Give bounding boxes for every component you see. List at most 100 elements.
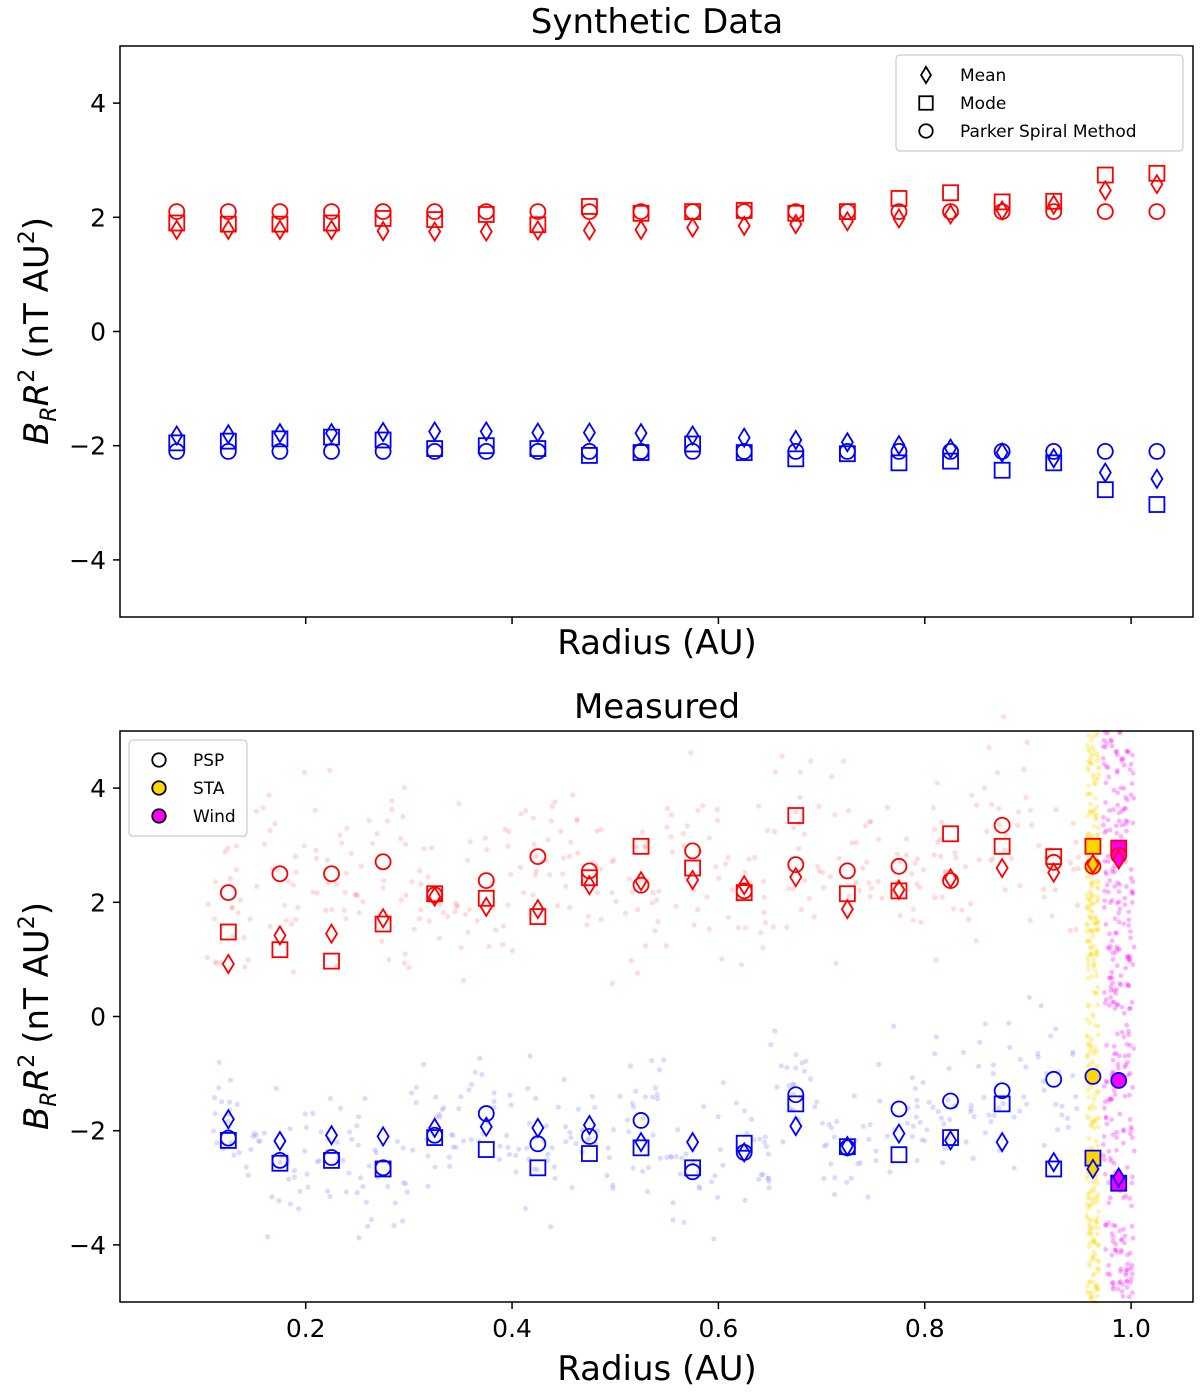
circle-point (581, 862, 598, 880)
square-point (323, 214, 340, 232)
raw-sample-negative (821, 1143, 828, 1149)
raw-sample-sta (1095, 1266, 1101, 1272)
raw-sample-positive (261, 841, 267, 847)
raw-sample-negative (568, 1135, 574, 1141)
raw-sample-positive (1074, 902, 1081, 908)
square-point (271, 430, 289, 448)
raw-sample-sta (1084, 791, 1090, 797)
raw-sample-negative (857, 1160, 863, 1166)
raw-sample-sta (1095, 1195, 1100, 1201)
raw-sample-negative (479, 1071, 485, 1078)
raw-sample-sta (1092, 1051, 1097, 1057)
raw-sample-wind (1124, 1279, 1130, 1285)
raw-sample-wind (1103, 744, 1108, 750)
raw-sample-negative (496, 1156, 503, 1163)
raw-sample-positive (962, 864, 969, 870)
raw-sample-negative (1024, 1101, 1030, 1107)
raw-sample-sta (1086, 760, 1092, 766)
y-axis-label-text: BRR2(nT AU2) (15, 902, 62, 1130)
raw-sample-wind (1128, 761, 1134, 767)
raw-sample-positive (380, 885, 386, 891)
raw-sample-sta (1086, 733, 1092, 738)
raw-sample-negative (391, 1222, 397, 1229)
raw-sample-wind (1101, 822, 1106, 828)
raw-sample-positive (663, 943, 669, 949)
raw-sample-sta (1093, 922, 1099, 928)
raw-sample-wind (1103, 1115, 1109, 1120)
raw-sample-wind (1105, 944, 1111, 950)
raw-sample-negative (469, 1081, 475, 1088)
raw-sample-wind (1125, 954, 1131, 959)
raw-sample-wind (1101, 1134, 1107, 1139)
raw-sample-positive (213, 961, 220, 967)
square-point (684, 1159, 702, 1177)
diamond-point (428, 220, 442, 243)
raw-sample-wind (1110, 866, 1116, 872)
diamond-point (324, 219, 339, 241)
raw-sample-sta (1085, 1195, 1091, 1201)
raw-sample-wind (1116, 889, 1122, 895)
raw-sample-negative (472, 1069, 478, 1075)
raw-sample-positive (204, 955, 211, 961)
raw-sample-sta (1095, 833, 1101, 839)
diamond-point (324, 1124, 339, 1146)
raw-sample-negative (826, 1121, 832, 1127)
raw-sample-wind (1119, 1029, 1125, 1035)
raw-sample-negative (627, 1063, 634, 1069)
raw-sample-negative (610, 1127, 616, 1133)
raw-sample-positive (1017, 883, 1023, 889)
raw-sample-wind (1106, 975, 1112, 981)
raw-sample-negative (251, 1130, 257, 1136)
raw-sample-wind (1109, 1231, 1115, 1237)
raw-sample-wind (1103, 1247, 1108, 1252)
raw-sample-positive (493, 927, 499, 933)
raw-sample-sta (1087, 938, 1093, 944)
raw-sample-negative (668, 1153, 674, 1159)
raw-sample-wind (1125, 1261, 1130, 1267)
raw-sample-wind (1125, 1059, 1130, 1065)
raw-sample-wind (1122, 1233, 1128, 1239)
raw-sample-positive (613, 898, 619, 905)
raw-sample-negative (947, 1116, 953, 1123)
raw-sample-sta (1090, 1014, 1096, 1019)
raw-sample-sta (1092, 1224, 1098, 1230)
raw-sample-wind (1101, 761, 1107, 767)
raw-sample-positive (784, 924, 790, 930)
raw-sample-wind (1103, 871, 1109, 877)
raw-sample-positive (862, 823, 869, 829)
raw-sample-wind (1126, 922, 1132, 928)
raw-sample-negative (1070, 1049, 1076, 1055)
raw-sample-wind (1108, 1097, 1114, 1102)
raw-sample-positive (389, 806, 395, 812)
square-point (219, 432, 237, 450)
raw-sample-negative (366, 1163, 372, 1169)
raw-sample-positive (552, 799, 558, 805)
diamond-point (840, 210, 854, 233)
diamond-point (376, 1125, 390, 1148)
square-point (942, 184, 959, 202)
circle-point (684, 203, 702, 220)
raw-sample-sta (1088, 916, 1094, 922)
raw-sample-negative (302, 1111, 308, 1117)
raw-sample-negative (255, 1138, 262, 1144)
raw-sample-wind (1128, 875, 1134, 881)
raw-sample-negative (310, 1110, 316, 1117)
raw-sample-sta (1089, 880, 1095, 886)
raw-sample-sta (1086, 768, 1092, 773)
raw-sample-sta (1091, 1118, 1096, 1123)
raw-sample-sta (1094, 1219, 1100, 1225)
raw-sample-positive (274, 867, 280, 873)
raw-sample-wind (1111, 988, 1117, 993)
raw-sample-negative (354, 1123, 360, 1129)
raw-sample-positive (1067, 927, 1073, 934)
raw-sample-wind (1105, 1098, 1111, 1103)
diamond-point (892, 434, 906, 456)
diamond-point (221, 1108, 235, 1131)
raw-sample-sta (1089, 1084, 1094, 1090)
raw-sample-sta (1089, 1289, 1095, 1295)
raw-sample-negative (626, 1129, 632, 1135)
raw-sample-wind (1107, 975, 1113, 980)
raw-sample-sta (1091, 1249, 1097, 1255)
raw-sample-negative (913, 1114, 919, 1120)
raw-sample-negative (334, 1139, 340, 1145)
